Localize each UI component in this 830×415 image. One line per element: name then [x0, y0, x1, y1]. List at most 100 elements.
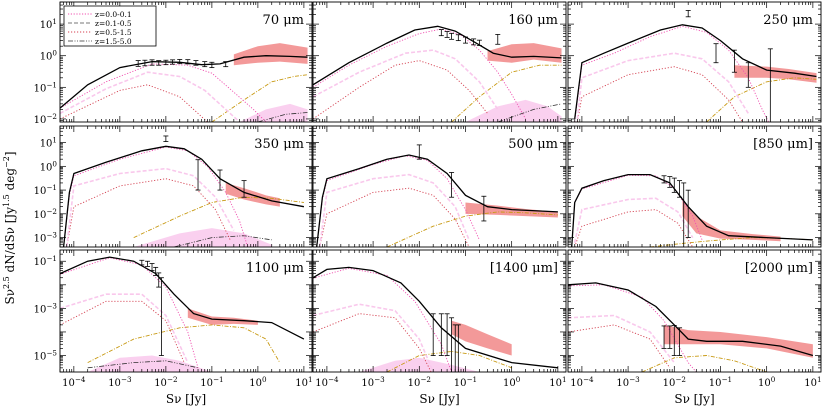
curve-z4: [87, 324, 281, 364]
panel-label: 350 μm: [254, 137, 304, 152]
y-axis-label: Sν2.5 dN/dSν [Jy1.5 deg−2]: [2, 151, 17, 304]
plot-area: [568, 282, 814, 372]
curve-total: [574, 24, 817, 119]
panel-3: 250 μm: [567, 1, 822, 123]
curve-z4: [706, 77, 817, 122]
uncertainty-band: [233, 43, 308, 66]
x-tick-label-base: 10: [295, 378, 308, 389]
plot-area: [60, 43, 308, 122]
y-tick-label-exp: 1: [52, 136, 57, 145]
x-tick-label-base: 10: [503, 378, 516, 389]
x-tick-label-exp: 0: [516, 375, 521, 384]
curve-z3: [66, 178, 231, 247]
y-tick-label: 10−1: [34, 254, 57, 268]
pink-band: [239, 103, 308, 122]
y-tick-label-exp: −1: [46, 254, 57, 263]
panel-5: 500 μm: [312, 125, 567, 248]
x-tick-label-exp: −2: [167, 375, 178, 384]
curve-z3: [313, 313, 432, 372]
curve-total: [568, 282, 814, 357]
y-tick-label-base: 10: [34, 186, 47, 197]
x-tick-label-base: 10: [315, 378, 328, 389]
panel-label: 160 μm: [508, 13, 558, 28]
ylabel-S: Sν: [3, 289, 17, 305]
curve-total: [60, 256, 305, 340]
curve-z5: [497, 103, 562, 122]
y-tick-label-base: 10: [34, 352, 47, 363]
x-tick-label: 100: [503, 375, 521, 389]
x-tick-label-exp: −2: [675, 375, 686, 384]
legend-entry-3: z=0.5-1.5: [95, 28, 132, 37]
ylabel-end: ]: [3, 151, 17, 156]
y-tick-label: 100: [40, 49, 58, 63]
x-tick-label-base: 10: [454, 378, 467, 389]
y-tick-label: 101: [40, 136, 57, 150]
curve-z1: [313, 28, 526, 120]
x-tick-label-exp: −2: [420, 375, 431, 384]
x-tick-label-exp: −4: [583, 375, 594, 384]
plot-area: [313, 266, 558, 372]
x-tick-label-exp: −1: [213, 375, 224, 384]
x-tick-label-exp: 0: [771, 375, 776, 384]
curve-total: [313, 266, 558, 369]
y-tick-label-exp: −5: [46, 349, 57, 358]
panel-frame: [567, 125, 822, 248]
x-tick-label-exp: 0: [262, 375, 267, 384]
panel-frame: [59, 125, 313, 248]
y-tick-label: 100: [40, 159, 58, 173]
curve-z2: [65, 167, 235, 247]
x-tick-label: 101: [804, 375, 821, 389]
panel-label: [1400 μm]: [490, 261, 558, 276]
x-tick-label-exp: −4: [75, 375, 86, 384]
x-tick-label-base: 10: [570, 378, 583, 389]
y-tick-label: 10−3: [34, 231, 58, 245]
y-tick-label: 10−3: [34, 301, 58, 315]
x-tick-label: 10−3: [361, 375, 385, 389]
curve-z4: [451, 64, 562, 122]
curve-z1: [574, 25, 770, 122]
ylabel-deg: deg: [3, 168, 17, 195]
x-tick-label: 10−2: [408, 375, 431, 389]
curve-total: [60, 55, 308, 109]
curve-z1: [313, 267, 453, 372]
curve-z3: [60, 84, 208, 122]
panel-frame: [312, 1, 567, 123]
curve-z2: [60, 71, 241, 122]
uncertainty-band: [187, 308, 258, 325]
curve-total: [313, 25, 562, 86]
x-tick-label-exp: 1: [817, 375, 822, 384]
curve-z2: [576, 52, 749, 119]
curve-z3: [60, 300, 185, 363]
x-tick-label-base: 10: [663, 378, 676, 389]
x-tick-label-base: 10: [200, 378, 213, 389]
x-axis-title: Sν [Jy]: [166, 392, 206, 406]
y-tick-label-exp: 0: [52, 49, 57, 58]
ylabel-middle: dN/dSν [Jy: [3, 207, 17, 277]
x-tick-label-exp: −4: [328, 375, 339, 384]
curve-z3: [568, 324, 671, 369]
y-tick-label: 10−2: [34, 112, 57, 126]
curve-z4: [386, 211, 558, 247]
panel-frame: [312, 125, 567, 248]
x-tick-label: 100: [758, 375, 776, 389]
y-tick-label: 10−1: [34, 80, 57, 94]
y-tick-label-exp: 1: [52, 17, 57, 26]
x-tick-label: 10−2: [154, 375, 177, 389]
curve-z4: [641, 355, 767, 372]
x-tick-label-exp: −1: [722, 375, 733, 384]
x-tick-label: 10−3: [616, 375, 640, 389]
panel-label: 70 μm: [263, 13, 304, 28]
uncertainty-band: [734, 65, 817, 83]
uncertainty-band: [451, 320, 512, 356]
curve-z1: [316, 155, 480, 247]
x-tick-label-base: 10: [804, 378, 817, 389]
curve-z1: [60, 257, 199, 368]
y-tick-label: 10−5: [34, 349, 58, 363]
x-tick-label-exp: −3: [374, 375, 385, 384]
curve-total: [316, 154, 558, 247]
x-tick-label: 10−4: [570, 375, 594, 389]
y-tick-label-base: 10: [34, 257, 47, 268]
